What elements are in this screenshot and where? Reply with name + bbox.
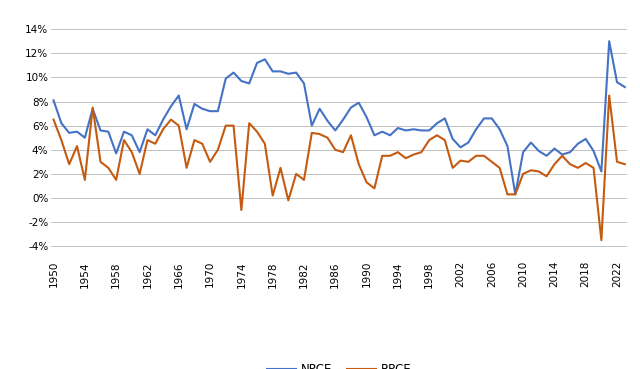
RPCE xyxy=(598,238,605,242)
RPCE xyxy=(371,186,378,190)
RPCE xyxy=(363,180,371,184)
NPCE xyxy=(175,93,182,98)
NPCE xyxy=(167,104,175,108)
NPCE xyxy=(621,85,628,89)
NPCE xyxy=(605,39,613,44)
NPCE xyxy=(574,142,582,146)
NPCE xyxy=(363,115,371,120)
Line: RPCE: RPCE xyxy=(54,96,625,240)
RPCE xyxy=(167,117,175,122)
NPCE xyxy=(371,133,378,138)
RPCE xyxy=(566,162,574,166)
NPCE xyxy=(50,98,58,103)
NPCE xyxy=(237,79,245,83)
RPCE xyxy=(621,162,628,166)
RPCE xyxy=(175,123,182,128)
RPCE xyxy=(50,117,58,122)
RPCE xyxy=(605,93,613,98)
Line: NPCE: NPCE xyxy=(54,41,625,194)
NPCE xyxy=(511,192,519,197)
RPCE xyxy=(237,208,245,212)
Legend: NPCE, RPCE: NPCE, RPCE xyxy=(262,359,416,369)
